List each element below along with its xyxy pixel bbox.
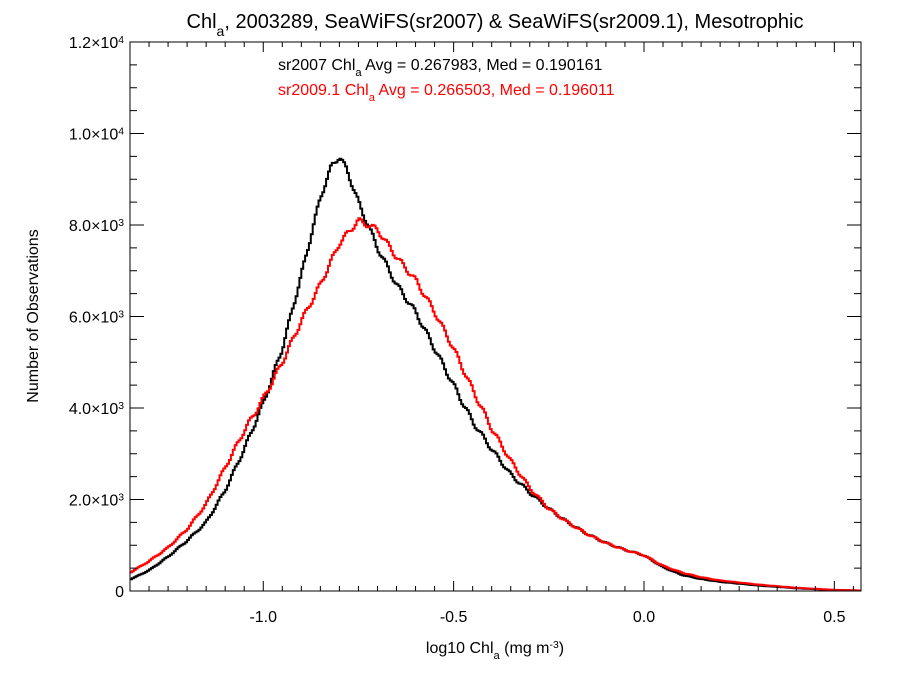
histogram-series-0 — [130, 157, 861, 592]
x-tick-label: -1.0 — [249, 609, 277, 626]
legend-annotations: sr2007 Chla Avg = 0.267983, Med = 0.1901… — [278, 57, 615, 104]
x-tick-label: -0.5 — [440, 609, 468, 626]
x-tick-label: 0.5 — [823, 609, 845, 626]
plot-frame — [129, 41, 862, 592]
y-tick-label: 2.0×103 — [69, 492, 124, 510]
x-axis-label: log10 Chla (mg m-3) — [426, 640, 564, 663]
annotation-1: sr2009.1 Chla Avg = 0.266503, Med = 0.19… — [278, 82, 615, 104]
y-tick-label: 1.2×104 — [69, 35, 124, 53]
y-axis-label: Number of Observations — [25, 229, 42, 402]
x-tick-label: 0.0 — [633, 609, 655, 626]
histogram-series-1 — [130, 217, 861, 592]
y-tick-label: 4.0×103 — [69, 401, 124, 419]
y-tick-label: 6.0×103 — [69, 309, 124, 327]
plot-area — [130, 157, 861, 592]
chart-title: Chla, 2003289, SeaWiFS(sr2007) & SeaWiFS… — [187, 11, 804, 39]
x-axis: -1.0 -0.5 0.0 0.5 — [129, 42, 854, 626]
y-tick-label: 8.0×103 — [69, 218, 124, 236]
y-tick-label: 0 — [115, 584, 124, 601]
y-axis: 0 2.0×103 4.0×103 6.0×103 8.0×103 1.0×104 1.2×… — [69, 35, 861, 601]
annotation-0: sr2007 Chla Avg = 0.267983, Med = 0.1901… — [278, 57, 603, 79]
y-tick-label: 1.0×104 — [69, 126, 124, 144]
